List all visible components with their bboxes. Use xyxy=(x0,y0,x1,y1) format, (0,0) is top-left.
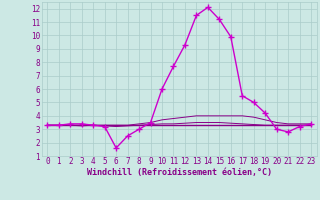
X-axis label: Windchill (Refroidissement éolien,°C): Windchill (Refroidissement éolien,°C) xyxy=(87,168,272,177)
